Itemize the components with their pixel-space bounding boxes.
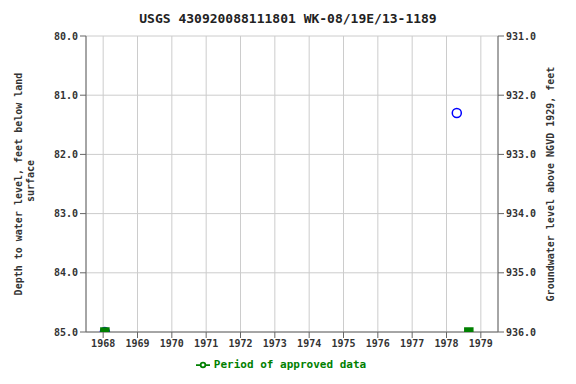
- svg-text:1976: 1976: [366, 338, 390, 349]
- svg-text:80.0: 80.0: [54, 31, 78, 42]
- svg-text:936.0: 936.0: [506, 327, 536, 338]
- svg-text:1979: 1979: [469, 338, 493, 349]
- svg-text:1974: 1974: [297, 338, 321, 349]
- svg-text:1978: 1978: [434, 338, 458, 349]
- svg-text:1973: 1973: [263, 338, 287, 349]
- svg-text:Groundwater level above NGVD 1: Groundwater level above NGVD 1929, feet: [545, 67, 556, 302]
- svg-text:1977: 1977: [400, 338, 424, 349]
- svg-text:935.0: 935.0: [506, 267, 536, 278]
- html-text:Period of approved data: Period of approved data: [213, 358, 367, 371]
- svg-text:934.0: 934.0: [506, 208, 536, 219]
- svg-text:931.0: 931.0: [506, 31, 536, 42]
- svg-text:1970: 1970: [160, 338, 184, 349]
- svg-text:82.0: 82.0: [54, 149, 78, 160]
- svg-text:84.0: 84.0: [54, 267, 78, 278]
- svg-text:1972: 1972: [228, 338, 252, 349]
- svg-text:933.0: 933.0: [506, 149, 536, 160]
- svg-text:85.0: 85.0: [54, 327, 78, 338]
- svg-text:1968: 1968: [91, 338, 115, 349]
- svg-text:83.0: 83.0: [54, 208, 78, 219]
- svg-text:932.0: 932.0: [506, 90, 536, 101]
- svg-text:1971: 1971: [194, 338, 218, 349]
- svg-text:1975: 1975: [331, 338, 355, 349]
- html-text:USGS 430920088111801 WK-08/19E: USGS 430920088111801 WK-08/19E/13-1189: [139, 11, 437, 26]
- svg-text:Depth to water level, feet bel: Depth to water level, feet below land su…: [13, 73, 36, 296]
- svg-text:1969: 1969: [125, 338, 149, 349]
- svg-text:81.0: 81.0: [54, 90, 78, 101]
